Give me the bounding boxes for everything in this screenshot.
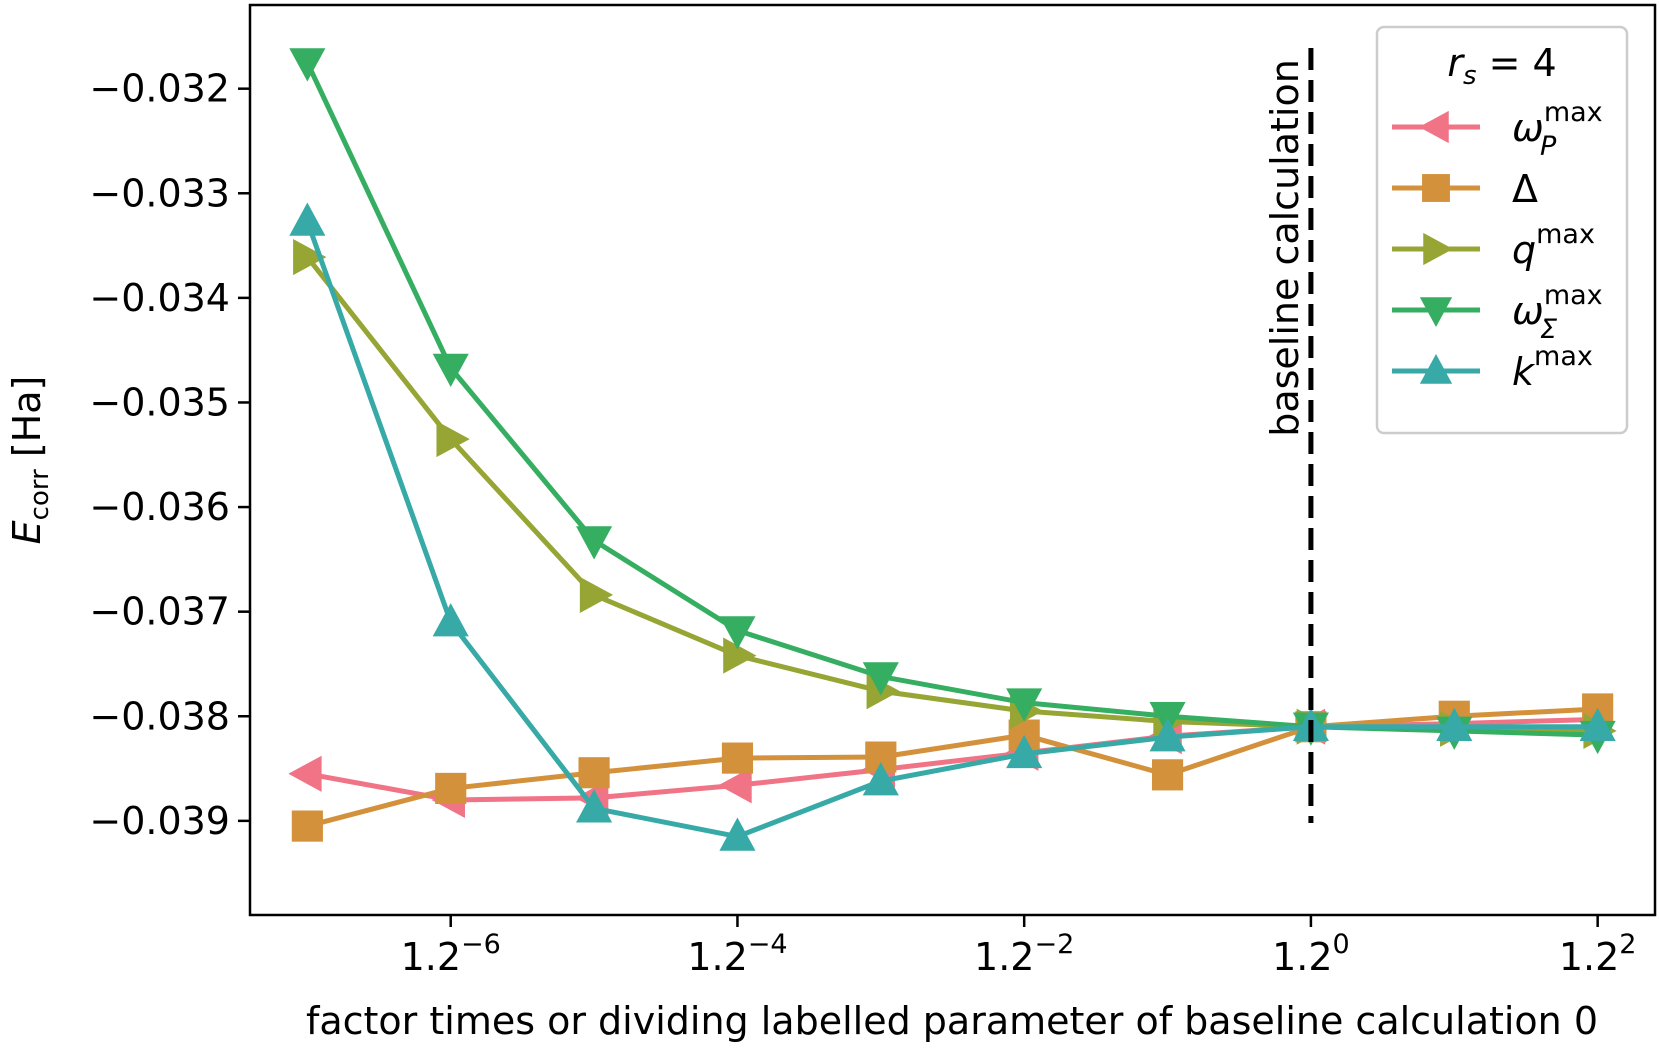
data-point xyxy=(721,742,754,774)
data-point xyxy=(1006,734,1043,769)
x-tick-label: 1.20 xyxy=(1272,929,1350,979)
data-point xyxy=(435,772,467,805)
data-point xyxy=(291,810,323,842)
legend-marker xyxy=(1419,297,1453,327)
data-point xyxy=(293,239,327,276)
data-point xyxy=(1436,707,1473,741)
data-point xyxy=(862,662,899,696)
y-axis-label: Ecorr [Ha] xyxy=(5,376,55,545)
data-point xyxy=(288,755,322,792)
series-4 xyxy=(289,202,1616,851)
y-tick-label: −0.039 xyxy=(89,799,230,843)
data-point xyxy=(1579,707,1616,741)
y-axis-ticks: −0.032 −0.033 −0.034 −0.035 −0.036 −0.037 −0.0… xyxy=(89,67,250,843)
data-point xyxy=(718,767,752,804)
legend-label: qmax xyxy=(1512,219,1595,272)
data-point xyxy=(1151,759,1184,791)
x-axis-label: factor times or dividing labelled parame… xyxy=(306,999,1598,1043)
legend-entry: ωmax Σ xyxy=(1392,280,1603,345)
legend-marker xyxy=(1419,354,1453,384)
legend-title: rs = 4 xyxy=(1447,41,1556,91)
data-point xyxy=(289,48,326,82)
y-tick-label: −0.038 xyxy=(89,694,230,738)
series-line xyxy=(306,706,1598,829)
x-tick-label: 1.2−4 xyxy=(687,929,787,979)
legend-entry: ωmax P xyxy=(1392,97,1603,162)
data-point xyxy=(579,576,614,613)
legend-entry: Δ xyxy=(1392,167,1538,211)
y-tick-label: −0.034 xyxy=(89,276,230,320)
data-point xyxy=(719,616,756,650)
y-tick-label: −0.033 xyxy=(89,171,230,215)
x-tick-label: 1.2−6 xyxy=(401,929,501,979)
data-point xyxy=(1006,688,1043,722)
data-point xyxy=(432,603,469,637)
data-point xyxy=(289,202,326,236)
legend-entry: qmax xyxy=(1392,219,1595,272)
x-tick-label: 1.2−2 xyxy=(974,929,1074,979)
legend-entry: kmax xyxy=(1392,341,1593,394)
series-line xyxy=(304,220,1598,840)
data-point xyxy=(432,353,469,387)
data-point xyxy=(723,637,757,674)
legend-label: ωmax P xyxy=(1512,97,1603,162)
legend-marker xyxy=(1423,232,1453,266)
data-point xyxy=(576,526,613,560)
data-point xyxy=(862,762,899,796)
legend-label: Δ xyxy=(1512,167,1538,211)
data-point xyxy=(578,757,610,789)
data-point xyxy=(436,421,470,458)
legend-label: kmax xyxy=(1512,341,1593,394)
legend-marker xyxy=(1419,110,1449,144)
data-point xyxy=(719,817,756,851)
y-tick-label: −0.035 xyxy=(89,380,230,424)
plot-frame xyxy=(248,3,1657,917)
baseline-label: baseline calculation xyxy=(1263,59,1307,437)
x-tick-label: 1.22 xyxy=(1559,929,1637,979)
data-point xyxy=(576,789,613,823)
legend-marker xyxy=(1422,174,1450,202)
y-tick-label: −0.032 xyxy=(89,67,230,111)
x-axis-ticks: 1.2−6 1.2−4 1.2−2 1.20 1.22 xyxy=(401,915,1637,979)
y-tick-label: −0.036 xyxy=(89,485,230,529)
y-tick-label: −0.037 xyxy=(89,590,230,634)
data-point xyxy=(1149,718,1186,752)
legend-label: ωmax Σ xyxy=(1512,280,1603,345)
